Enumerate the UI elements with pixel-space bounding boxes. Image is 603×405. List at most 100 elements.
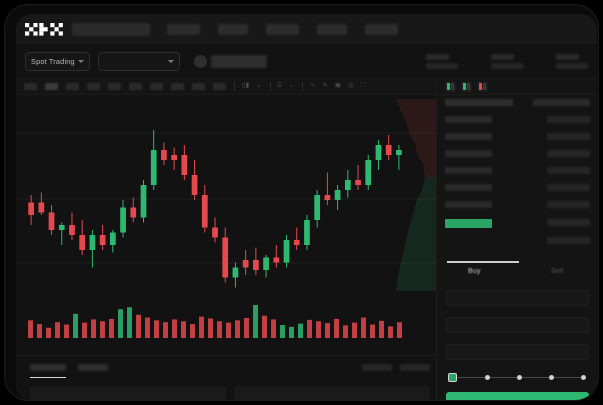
timeframe-button[interactable]	[87, 83, 100, 90]
last-price-badge	[445, 219, 492, 228]
ob-price	[445, 116, 492, 123]
candles-icon[interactable]: ▯▮	[242, 82, 250, 90]
ob-size	[547, 150, 590, 157]
tab-sell[interactable]: Sell	[551, 268, 564, 275]
slider-node-50[interactable]	[517, 374, 522, 380]
orderbook-row[interactable]	[445, 150, 590, 157]
app-screen: Spot Trading	[16, 14, 597, 400]
orderbook-both-icon[interactable]	[445, 81, 456, 92]
depth-overlay-chart	[396, 99, 436, 291]
ob-size	[547, 219, 590, 226]
timeframe-button[interactable]	[24, 83, 37, 90]
ob-size	[547, 167, 590, 174]
line-tool-icon[interactable]: ∿	[309, 82, 316, 90]
timeframe-button-active[interactable]	[45, 83, 58, 90]
ob-price	[445, 99, 513, 106]
market-stats	[426, 53, 588, 69]
pencil-icon[interactable]: ✎	[322, 82, 328, 90]
nav-item-1[interactable]	[167, 23, 200, 35]
nav-item-5[interactable]	[365, 23, 398, 35]
settings-icon[interactable]: ◎	[348, 82, 354, 90]
chevron-down-icon[interactable]: ⌄	[288, 82, 294, 90]
nav-item-4[interactable]	[317, 23, 347, 35]
timeframe-button[interactable]	[213, 83, 226, 90]
timeframe-button[interactable]	[192, 83, 205, 90]
order-field-amount[interactable]	[446, 317, 589, 333]
orders-cell-right	[234, 386, 430, 400]
orderbook-bids-icon[interactable]	[461, 81, 472, 92]
indicator-icon[interactable]: ⌸	[277, 82, 282, 90]
tab-active-underline	[447, 261, 519, 263]
pair-dropdown[interactable]	[97, 51, 180, 71]
stat-value	[556, 62, 588, 69]
ob-price	[445, 167, 492, 174]
chevron-down-icon[interactable]: ⌄	[256, 82, 262, 90]
amount-percent-slider[interactable]	[448, 373, 587, 382]
orderbook-row[interactable]	[445, 219, 590, 226]
order-field-total[interactable]	[446, 344, 589, 360]
candlestick-canvas	[16, 130, 436, 338]
slider-node-25[interactable]	[485, 374, 490, 380]
panel-action-1[interactable]	[362, 364, 392, 371]
orderbook-row[interactable]	[445, 99, 590, 106]
tab-order-history[interactable]	[78, 364, 108, 371]
market-type-dropdown[interactable]: Spot Trading	[25, 51, 90, 71]
okx-logo[interactable]	[25, 22, 63, 36]
market-type-label: Spot Trading	[31, 56, 75, 66]
stat-label	[426, 53, 449, 60]
ob-size	[547, 184, 590, 191]
ob-size	[547, 237, 590, 244]
orderbook-row[interactable]	[445, 116, 590, 123]
coin-avatar	[193, 54, 207, 68]
timeframe-button[interactable]	[129, 83, 142, 90]
slider-handle[interactable]	[448, 373, 457, 382]
orderbook-rows[interactable]	[437, 95, 597, 261]
stat-item	[491, 53, 523, 69]
ob-size	[547, 116, 590, 123]
toolbar-divider	[234, 82, 235, 91]
price-chart[interactable]	[16, 95, 436, 355]
orders-panel	[16, 355, 436, 400]
stat-value	[491, 62, 523, 69]
orderbook-asks-icon[interactable]	[477, 81, 488, 92]
timeframe-button[interactable]	[108, 83, 121, 90]
orderbook-row[interactable]	[445, 237, 590, 244]
tab-open-orders[interactable]	[30, 364, 66, 371]
fullscreen-icon[interactable]: ⛶	[360, 82, 366, 90]
stat-item	[556, 53, 588, 69]
order-panel: Buy Sell	[436, 79, 597, 400]
search-input[interactable]	[72, 22, 150, 36]
panel-action-2[interactable]	[400, 364, 430, 371]
stat-value	[426, 62, 458, 69]
stat-item	[426, 53, 458, 69]
orderbook-row[interactable]	[445, 133, 590, 140]
chart-toolbar: ▯▮ ⌄ ⌸ ⌄ ∿ ✎ ▣ ◎ ⛶	[16, 79, 436, 95]
toolbar-divider	[269, 82, 271, 91]
stat-label	[491, 53, 514, 60]
slider-node-75[interactable]	[549, 374, 554, 380]
toolbar-divider	[301, 82, 303, 91]
orderbook-row[interactable]	[445, 167, 590, 174]
timeframe-button[interactable]	[171, 83, 184, 90]
nav-items	[167, 23, 398, 35]
pair-name-label	[210, 54, 267, 68]
order-field-price[interactable]	[446, 290, 589, 306]
nav-item-2[interactable]	[218, 23, 248, 35]
ob-size	[547, 133, 590, 140]
ob-size	[547, 201, 590, 208]
orderbook-row[interactable]	[445, 201, 590, 208]
ob-size	[533, 99, 590, 106]
tab-buy[interactable]: Buy	[468, 268, 481, 275]
slider-node-100[interactable]	[581, 374, 586, 380]
stat-label	[556, 53, 579, 60]
nav-item-3[interactable]	[266, 23, 299, 35]
market-subheader: Spot Trading	[16, 44, 597, 79]
top-navigation-bar	[16, 14, 597, 44]
submit-buy-button[interactable]	[446, 392, 589, 400]
orderbook-row[interactable]	[445, 184, 590, 191]
timeframe-button[interactable]	[150, 83, 163, 90]
timeframe-button[interactable]	[66, 83, 79, 90]
camera-icon[interactable]: ▣	[334, 82, 342, 90]
orders-cell-left	[30, 386, 226, 400]
